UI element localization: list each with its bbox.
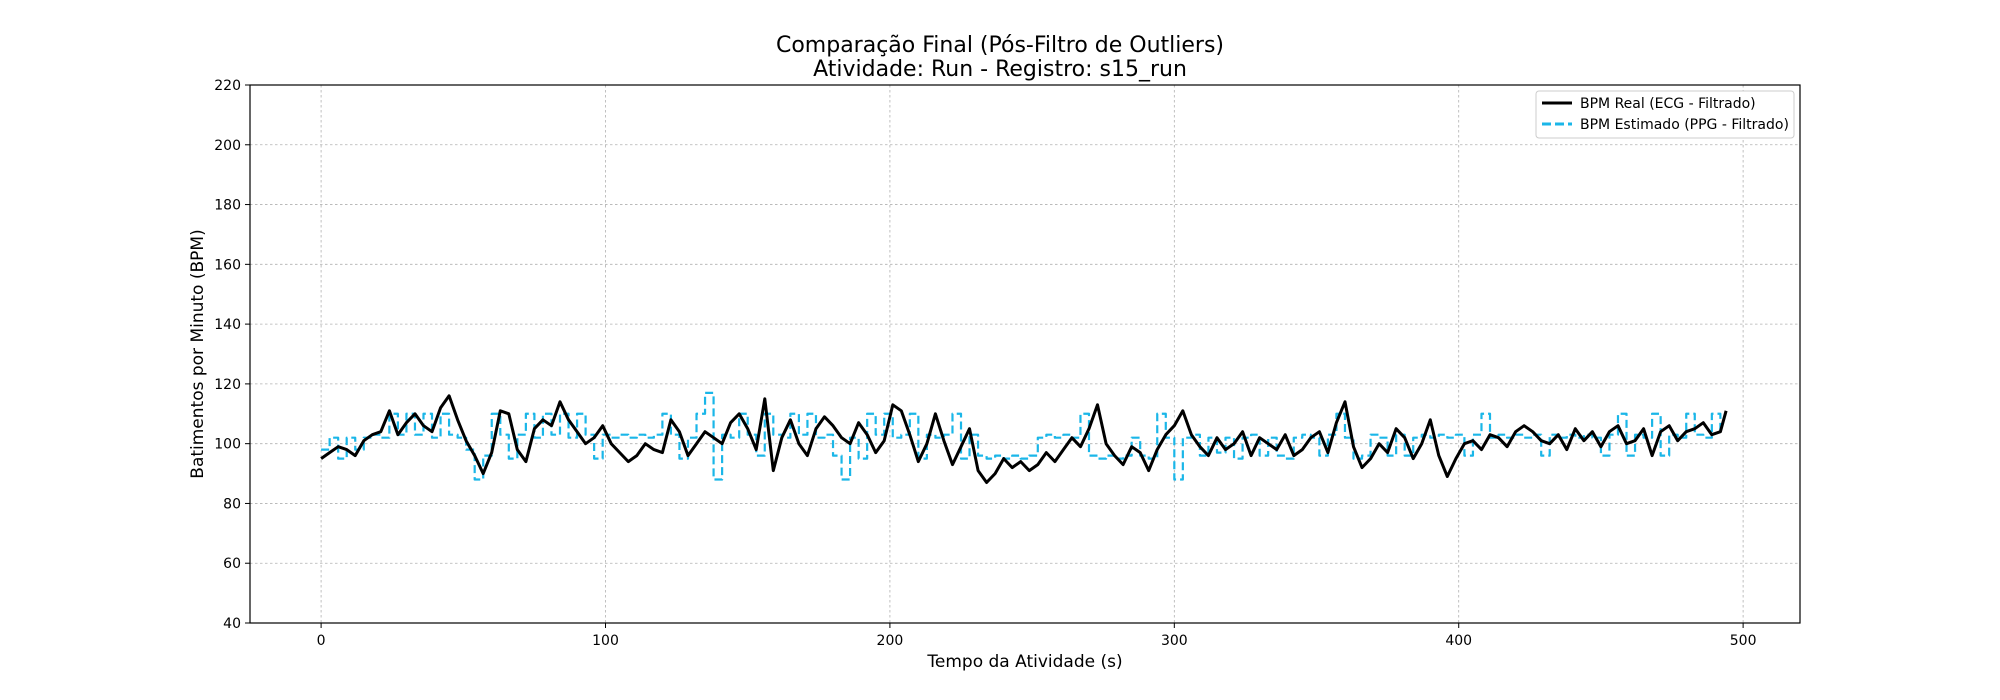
x-tick-label: 100 <box>592 633 619 649</box>
legend-label-ecg: BPM Real (ECG - Filtrado) <box>1580 96 1756 112</box>
x-tick-label: 300 <box>1161 633 1188 649</box>
y-tick-label: 180 <box>214 198 241 214</box>
plot-frame <box>249 84 1801 624</box>
y-tick-label: 60 <box>223 556 241 572</box>
x-axis-label: Tempo da Atividade (s) <box>926 652 1122 672</box>
y-tick-label: 120 <box>214 377 241 393</box>
series-lines <box>320 391 1728 484</box>
legend-label-ppg: BPM Estimado (PPG - Filtrado) <box>1580 117 1789 133</box>
legend: BPM Real (ECG - Filtrado) BPM Estimado (… <box>1535 90 1795 139</box>
chart-title: Comparação Final (Pós-Filtro de Outliers… <box>776 33 1224 58</box>
y-tick-label: 40 <box>223 616 241 632</box>
x-tick-label: 0 <box>317 633 326 649</box>
y-tick-label: 220 <box>214 78 241 94</box>
x-tick-label: 400 <box>1445 633 1472 649</box>
y-tick-label: 200 <box>214 138 241 154</box>
y-tick-label: 80 <box>223 496 241 512</box>
axis-ticks: 0 100 200 300 400 500 40 60 80 100 120 140 160 180 200… <box>214 78 1756 649</box>
grid <box>250 84 1800 624</box>
y-axis-label: Batimentos por Minuto (BPM) <box>188 229 208 478</box>
chart-subtitle: Atividade: Run - Registro: s15_run <box>813 57 1187 82</box>
x-tick-label: 500 <box>1730 633 1757 649</box>
x-tick-label: 200 <box>877 633 904 649</box>
y-tick-label: 100 <box>214 437 241 453</box>
series-line-ecg <box>320 394 1728 484</box>
series-line-ppg <box>321 391 1722 481</box>
y-tick-label: 160 <box>214 257 241 273</box>
y-tick-label: 140 <box>214 317 241 333</box>
legend-box <box>1535 90 1795 139</box>
